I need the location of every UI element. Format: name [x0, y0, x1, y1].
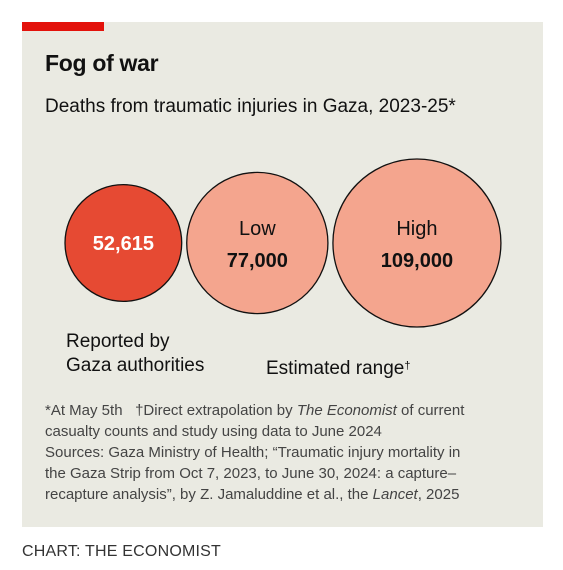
accent-bar [22, 22, 104, 31]
bubble-high [332, 158, 502, 328]
reported-label: Reported by Gaza authorities [66, 331, 205, 376]
bubble-value: 77,000 [227, 250, 288, 272]
chart-notes: *At May 5th †Direct extrapolation by The… [45, 400, 525, 505]
notes-line-5: recapture analysis”, by Z. Jamaluddine e… [45, 486, 460, 503]
chart-title: Fog of war [45, 50, 159, 76]
notes-line-2: casualty counts and study using data to … [45, 423, 382, 440]
bubble-value: 109,000 [381, 250, 453, 272]
notes-line-3: Sources: Gaza Ministry of Health; “Traum… [45, 444, 461, 461]
notes-line-1: *At May 5th †Direct extrapolation by The… [45, 402, 465, 419]
chart-credit: CHART: THE ECONOMIST [22, 543, 221, 560]
bubble-label: High [396, 218, 437, 240]
dagger-mark: † [404, 360, 411, 372]
bubble-reported [64, 183, 183, 303]
estimate-label: Estimated range† [266, 358, 411, 379]
bubble-low [186, 171, 329, 315]
bubble-label: Low [239, 218, 276, 240]
notes-line-4: the Gaza Strip from Oct 7, 2023, to June… [45, 465, 457, 482]
bubble-value: 52,615 [93, 233, 154, 255]
chart-subtitle: Deaths from traumatic injuries in Gaza, … [45, 96, 456, 117]
